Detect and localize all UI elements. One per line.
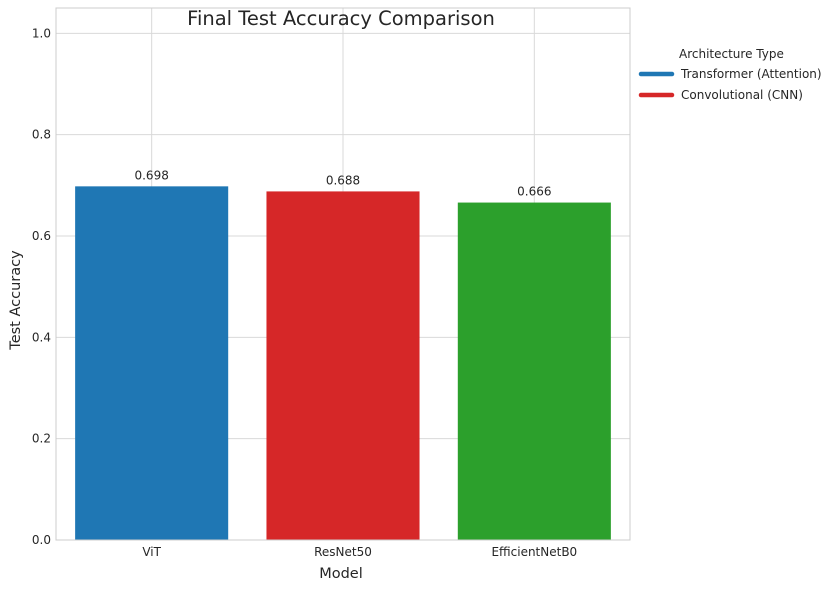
y-axis-title: Test Accuracy	[8, 250, 24, 351]
y-tick-label: 0.4	[32, 330, 51, 344]
y-axis-ticks: 0.0 0.2 0.4 0.6 0.8 1.0	[32, 26, 51, 547]
y-tick-label: 0.0	[32, 533, 51, 547]
legend-label: Convolutional (CNN)	[681, 88, 803, 102]
x-tick-label: EfficientNetB0	[491, 545, 577, 559]
x-axis-title: Model	[319, 566, 363, 582]
x-tick-label: ViT	[142, 545, 161, 559]
value-label: 0.688	[326, 173, 360, 187]
x-axis-ticks: ViT ResNet50 EfficientNetB0	[142, 545, 577, 559]
legend: Architecture Type Transformer (Attention…	[638, 47, 822, 102]
bar-efficientnetb0	[457, 202, 611, 540]
value-label: 0.698	[134, 168, 168, 182]
y-tick-label: 0.8	[32, 128, 51, 142]
y-tick-label: 1.0	[32, 26, 51, 40]
x-tick-label: ResNet50	[314, 545, 372, 559]
y-tick-label: 0.2	[32, 432, 51, 446]
bars	[75, 186, 611, 540]
value-labels: 0.698 0.688 0.666	[134, 168, 551, 198]
bar-resnet50	[266, 191, 420, 540]
legend-entries: Transformer (Attention) Convolutional (CN…	[638, 67, 822, 102]
legend-label: Transformer (Attention)	[680, 67, 822, 81]
bar-vit	[75, 186, 229, 540]
y-tick-label: 0.6	[32, 229, 51, 243]
legend-title: Architecture Type	[679, 47, 784, 61]
plot-frame	[55, 7, 631, 541]
value-label: 0.666	[517, 185, 551, 199]
chart-title: Final Test Accuracy Comparison	[187, 7, 495, 30]
